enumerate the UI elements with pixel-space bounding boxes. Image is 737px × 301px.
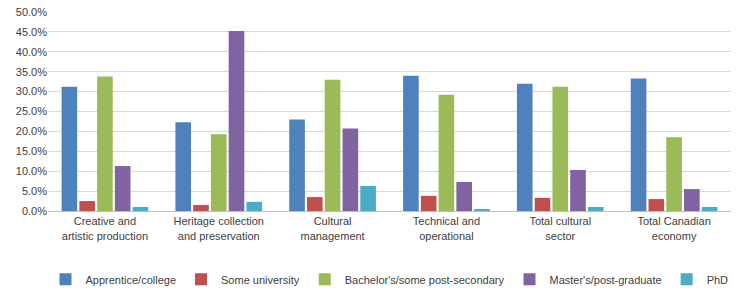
svg-text:Total culturalsector: Total culturalsector [529,215,591,241]
svg-text:Apprentice/college: Apprentice/college [86,274,177,286]
svg-text:15.0%: 15.0% [16,145,47,157]
svg-text:20.0%: 20.0% [16,125,47,137]
svg-text:Bachelor's/some post-secondary: Bachelor's/some post-secondary [345,274,505,286]
svg-text:50.0%: 50.0% [16,6,47,18]
svg-text:40.0%: 40.0% [16,46,47,58]
svg-text:45.0%: 45.0% [16,26,47,38]
svg-text:Technical andoperational: Technical andoperational [413,215,480,241]
svg-text:10.0%: 10.0% [16,165,47,177]
svg-text:PhD: PhD [707,274,728,286]
svg-text:0.0%: 0.0% [22,205,47,217]
svg-text:5.0%: 5.0% [22,185,47,197]
svg-text:Culturalmanagement: Culturalmanagement [300,215,364,241]
svg-text:Master's/post-graduate: Master's/post-graduate [549,274,661,286]
svg-text:35.0%: 35.0% [16,66,47,78]
svg-text:Some university: Some university [221,274,300,286]
svg-text:Creative andartistic productio: Creative andartistic production [62,215,148,241]
svg-text:Total Canadianeconomy: Total Canadianeconomy [637,215,710,241]
svg-text:Heritage collectionand preserv: Heritage collectionand preservation [174,215,265,241]
svg-text:30.0%: 30.0% [16,85,47,97]
svg-text:25.0%: 25.0% [16,105,47,117]
